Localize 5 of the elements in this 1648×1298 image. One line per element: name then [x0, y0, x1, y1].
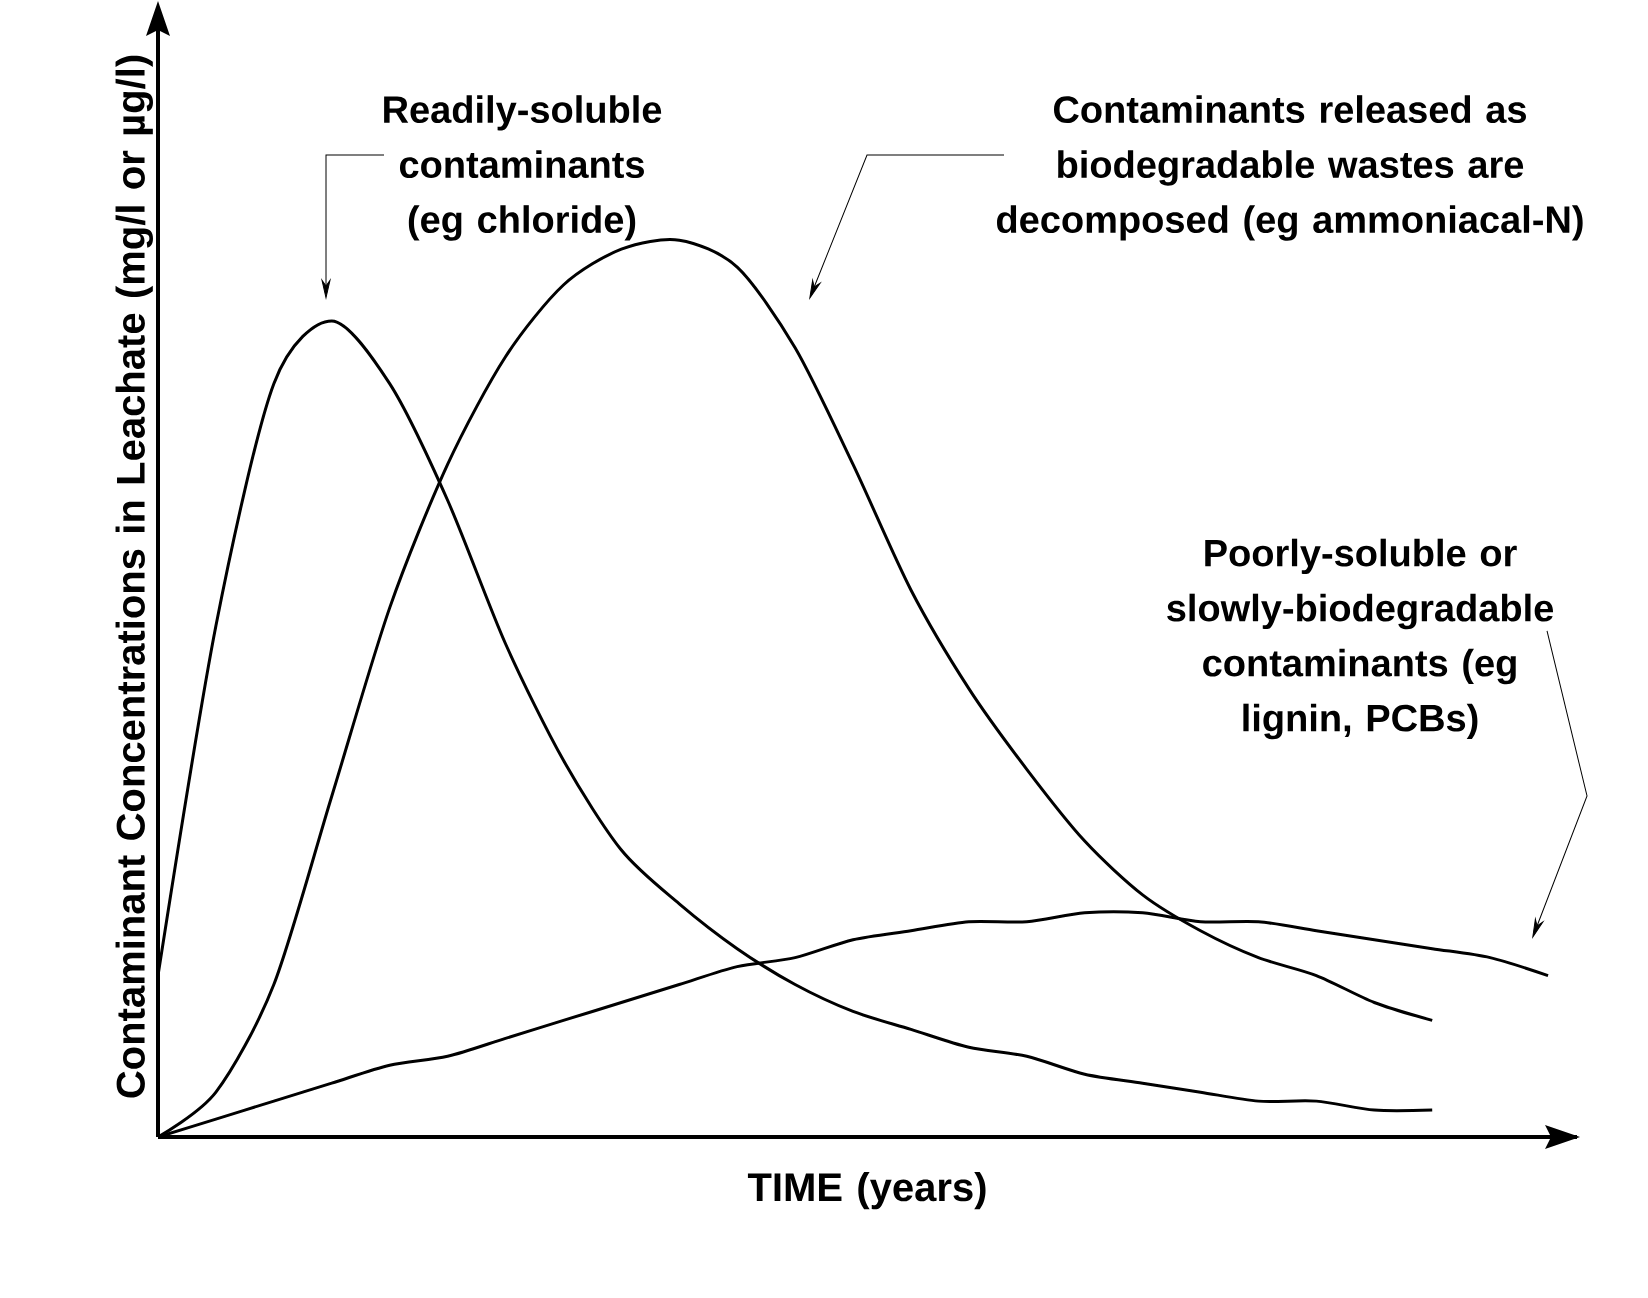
annotation: Poorly-soluble or slowly-biodegradable contaminants (eg lignin, PCBs)	[1167, 538, 1554, 740]
annotation: Readily-soluble contaminants (eg chloride)	[384, 95, 662, 241]
x-axis-title: TIME (years)	[747, 1172, 986, 1210]
y-axis-title: Contaminant Concentrations in Leachate (mg/l or µg/l)	[115, 55, 153, 1098]
annotation: Contaminants released as biodegradable wastes are decomposed (eg ammoniacal-N)	[997, 95, 1583, 241]
